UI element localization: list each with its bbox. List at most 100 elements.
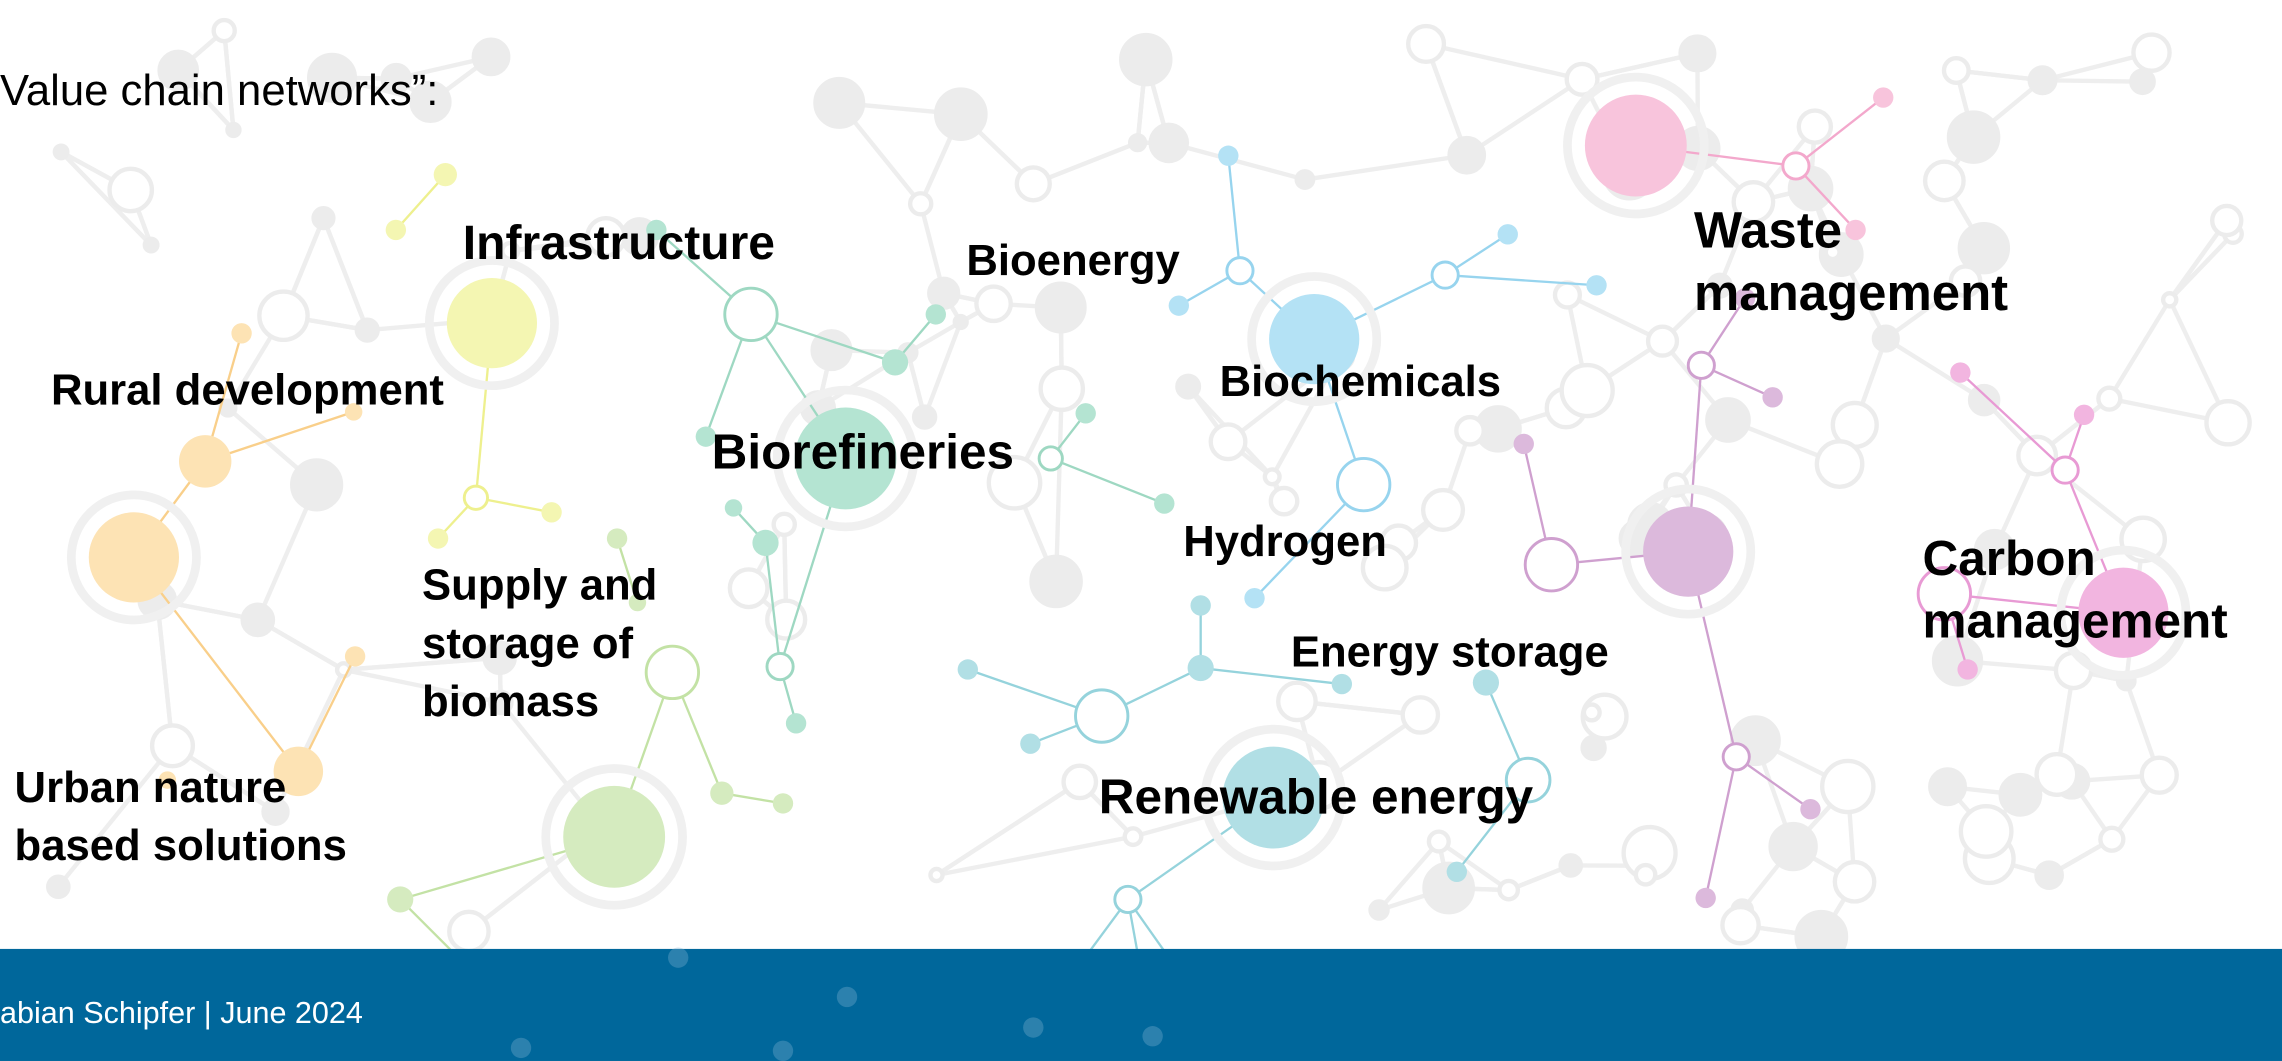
node (1723, 744, 1749, 770)
bg-node (1297, 171, 1313, 187)
node-label: Supply andstorage ofbiomass (422, 561, 657, 726)
node (725, 499, 742, 516)
bg-link (1305, 155, 1467, 179)
label-line: biomass (422, 677, 599, 726)
bg-node (314, 208, 334, 228)
label-line: Supply and (422, 561, 657, 610)
node (1332, 674, 1352, 694)
bg-link (1056, 389, 1062, 582)
bg-node (227, 124, 239, 136)
node-label: Energy storage (1291, 628, 1609, 677)
node (541, 502, 561, 522)
bg-link (1426, 44, 1582, 79)
node (345, 646, 365, 666)
bg-node (1121, 35, 1170, 84)
bg-node (1429, 832, 1449, 852)
node (607, 528, 627, 548)
bg-node (1874, 327, 1898, 351)
node (1190, 595, 1210, 615)
node (773, 793, 793, 813)
node (752, 530, 778, 556)
bg-node (1799, 111, 1831, 143)
bg-node (2142, 758, 2177, 793)
node (1762, 387, 1782, 407)
node-label: Biorefineries (712, 425, 1014, 480)
bg-node (1961, 806, 2012, 857)
node (1957, 659, 1977, 679)
node (725, 288, 777, 340)
node (710, 782, 733, 805)
node (1585, 95, 1687, 197)
bg-node (976, 287, 1010, 321)
bg-node (2037, 754, 2078, 795)
node (464, 486, 487, 509)
footer-node (668, 947, 688, 967)
node (387, 886, 413, 912)
label-line: Waste (1694, 201, 1842, 258)
bg-node (2133, 35, 2169, 71)
bg-link (2109, 300, 2169, 399)
bg-node (929, 279, 958, 308)
node (231, 323, 251, 343)
node-label: Hydrogen (1183, 517, 1387, 566)
node (1845, 220, 1865, 240)
bg-node (1817, 441, 1862, 486)
bg-node (1031, 557, 1080, 606)
bg-node (1970, 386, 1998, 414)
bg-node (1064, 766, 1096, 798)
bg-node (774, 514, 795, 535)
bg-node (1555, 283, 1580, 308)
node (786, 713, 806, 733)
bg-node (2163, 293, 2176, 306)
footer-node (773, 1041, 793, 1061)
label-line: Urban nature (15, 763, 287, 812)
node (434, 163, 457, 186)
bg-node (1835, 862, 1874, 901)
node-label: Rural development (51, 366, 444, 415)
bg-node (1265, 469, 1280, 484)
bg-node (2131, 71, 2153, 93)
bg-node (1771, 824, 1816, 869)
node (767, 653, 793, 679)
node (563, 786, 665, 888)
node (1076, 403, 1096, 423)
bg-node (1583, 737, 1605, 759)
node (926, 304, 946, 324)
bg-node (357, 320, 378, 341)
node (1873, 87, 1893, 107)
label-line: based solutions (15, 821, 347, 870)
bg-node (1408, 26, 1444, 62)
bg-node (55, 146, 68, 159)
bg-node (1278, 683, 1315, 720)
bg-node (152, 725, 193, 766)
node (1020, 734, 1040, 754)
footer-node (1142, 1026, 1162, 1046)
bg-node (48, 877, 68, 897)
node-label: Biochemicals (1220, 357, 1501, 406)
node (1227, 258, 1253, 284)
bg-node (1423, 490, 1463, 530)
node (1783, 153, 1809, 179)
node (1076, 690, 1128, 742)
node (447, 278, 537, 368)
bg-node (730, 569, 768, 607)
page: Value chain networks”: abian Schipfer | … (0, 0, 2282, 1061)
bg-node (1499, 881, 1517, 899)
node (1154, 493, 1174, 513)
bg-node (1681, 37, 1715, 71)
bg-node (1456, 417, 1483, 444)
node-label: Renewable energy (1099, 770, 1534, 825)
node-label: Infrastructure (463, 217, 775, 270)
node (1169, 295, 1189, 315)
label-line: Biochemicals (1220, 357, 1501, 406)
bg-node (214, 20, 235, 41)
bg-node (1151, 125, 1187, 161)
bg-node (930, 869, 942, 881)
node (428, 528, 448, 548)
node (1643, 506, 1733, 596)
bg-node (815, 79, 863, 127)
bg-node (1561, 855, 1581, 875)
node (179, 435, 231, 487)
node (1950, 362, 1970, 382)
